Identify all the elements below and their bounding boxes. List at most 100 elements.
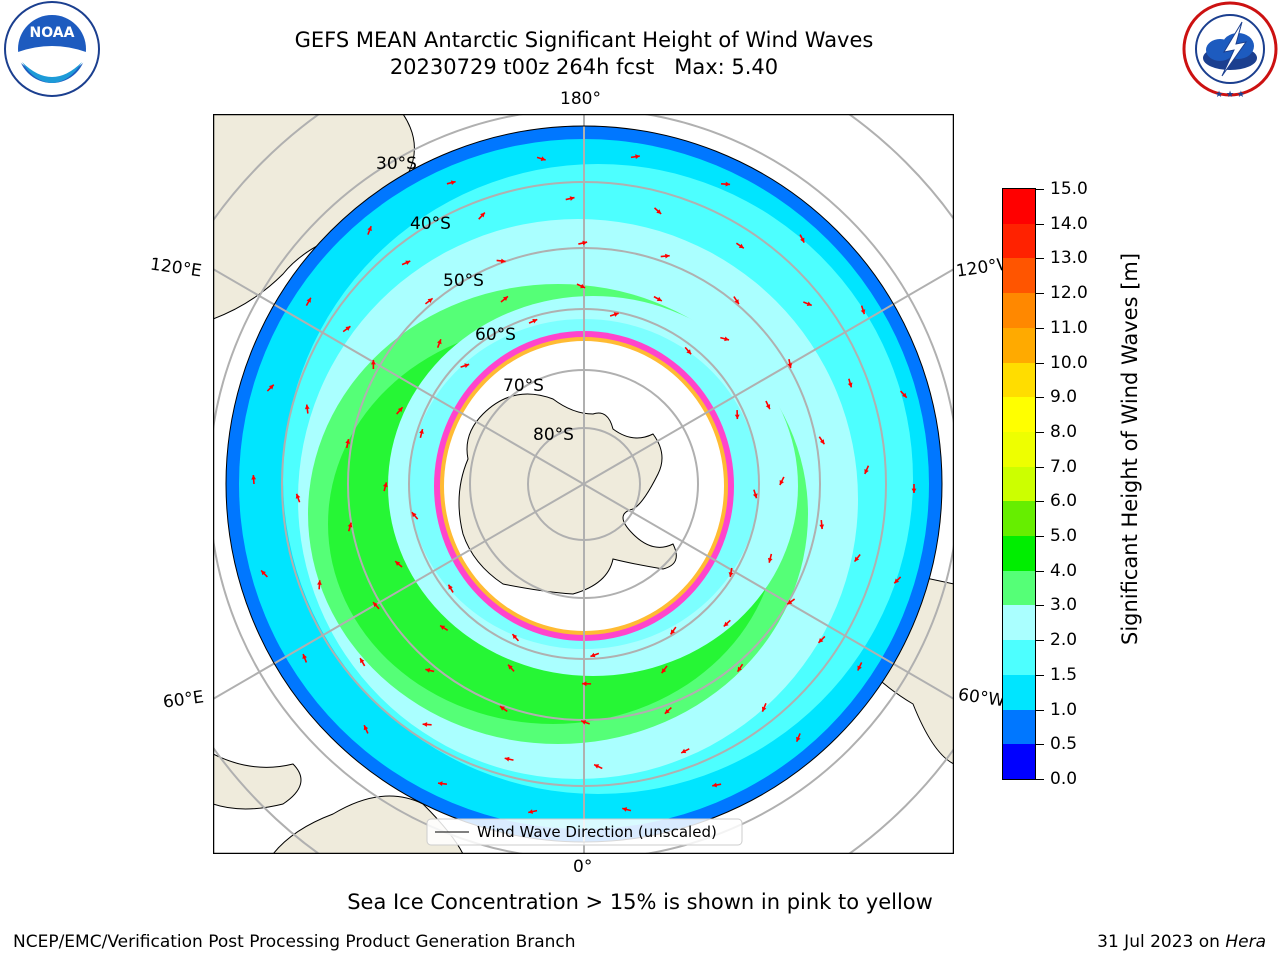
svg-text:★ ★ ★: ★ ★ ★ <box>1215 90 1245 100</box>
wave-direction-arrowhead <box>656 296 662 301</box>
colorbar-tick-label: 5.0 <box>1050 526 1078 547</box>
wave-direction-arrowhead <box>448 584 453 590</box>
colorbar-tick-label: 12.0 <box>1050 283 1088 304</box>
footer-host: Hera <box>1225 932 1266 952</box>
footer-date-text: 31 Jul 2023 on <box>1097 932 1226 952</box>
wave-direction-arrowhead <box>397 407 403 413</box>
wave-direction-arrowhead <box>787 599 793 605</box>
wave-direction-arrowhead <box>725 181 731 187</box>
wave-direction-arrowhead <box>800 237 805 243</box>
colorbar-tick-label: 4.0 <box>1050 560 1078 581</box>
colorbar-tick-label: 9.0 <box>1050 387 1078 408</box>
lat-label-70s: 70°S <box>503 376 544 396</box>
wave-direction-arrowhead <box>405 260 411 265</box>
wind-wave-direction-arrows <box>251 154 917 814</box>
colorbar-segment <box>1003 257 1035 294</box>
wave-direction-arrowhead <box>370 359 376 365</box>
lon-label-60e: 60°E <box>161 687 206 713</box>
wave-direction-arrowhead <box>860 309 866 315</box>
colorbar-segment <box>1003 189 1035 224</box>
colorbar-segment <box>1003 674 1035 710</box>
wave-direction-arrowhead <box>806 301 812 306</box>
colorbar-tick <box>1036 536 1044 538</box>
colorbar-tick <box>1036 640 1044 642</box>
footer-branch: NCEP/EMC/Verification Post Processing Pr… <box>13 932 576 952</box>
wave-direction-arrowhead <box>295 493 301 499</box>
wave-direction-arrowhead <box>911 488 917 493</box>
map-legend-label: Wind Wave Direction (unscaled) <box>477 823 717 841</box>
wave-direction-arrowhead <box>411 512 417 518</box>
wave-direction-arrowhead <box>761 706 767 712</box>
wave-direction-arrowhead <box>440 625 446 630</box>
wave-direction-arrowhead <box>347 522 353 528</box>
wave-direction-arrowhead <box>480 212 485 218</box>
lon-label-0: 0° <box>573 857 593 877</box>
wave-direction-arrowhead <box>847 382 853 388</box>
colorbar-segment <box>1003 327 1035 363</box>
wave-direction-arrowhead <box>367 226 372 232</box>
colorbar-tick-label: 2.0 <box>1050 630 1078 651</box>
lon-label-60w: 60°W <box>956 684 1006 712</box>
wave-direction-arrowhead <box>500 258 506 264</box>
wave-direction-arrowhead <box>382 482 388 488</box>
colorbar-tick-label: 14.0 <box>1050 213 1088 234</box>
wave-direction-arrowhead <box>345 326 351 331</box>
wave-direction-arrowhead <box>427 298 433 303</box>
colorbar-segment <box>1003 396 1035 432</box>
wave-direction-arrowhead <box>819 439 825 445</box>
wave-direction-arrowhead <box>422 722 428 727</box>
wave-direction-arrowhead <box>734 299 739 305</box>
noaa-logo: NOAA <box>0 0 104 100</box>
lon-label-120e: 120°E <box>148 254 203 282</box>
lon-label-180: 180° <box>560 89 601 109</box>
wave-direction-arrowhead <box>582 240 588 246</box>
colorbar-tick <box>1036 362 1044 364</box>
colorbar-tick-label: 13.0 <box>1050 248 1088 269</box>
colorbar-tick <box>1036 223 1044 225</box>
wave-direction-arrowhead <box>437 339 442 345</box>
colorbar-segment <box>1003 466 1035 502</box>
wave-direction-arrowhead <box>363 725 369 731</box>
colorbar-segment <box>1003 361 1035 398</box>
wave-direction-arrowhead <box>787 363 793 368</box>
wave-direction-arrowhead <box>464 363 470 368</box>
colorbar-tick <box>1036 779 1044 780</box>
wave-direction-arrowhead <box>590 652 596 658</box>
colorbar-tick <box>1036 674 1044 676</box>
wave-direction-arrowhead <box>508 664 513 670</box>
lat-label-80s: 80°S <box>533 425 574 445</box>
wave-direction-arrowhead <box>594 764 600 769</box>
wave-direction-arrowhead <box>656 209 662 214</box>
nws-logo: ★ ★ ★ <box>1176 0 1280 100</box>
footer-date: 31 Jul 2023 on Hera <box>1097 932 1266 952</box>
wave-direction-arrowhead <box>818 637 824 643</box>
wave-direction-arrowhead <box>360 658 365 664</box>
wave-direction-arrowhead <box>857 665 862 671</box>
graticule <box>213 114 954 854</box>
wave-direction-arrowhead <box>681 748 687 754</box>
wave-direction-arrowhead <box>582 681 587 687</box>
wave-direction-arrowhead <box>499 706 505 711</box>
wave-direction-arrowhead <box>532 319 538 324</box>
wave-direction-arrowhead <box>419 429 424 434</box>
wave-direction-arrowhead <box>819 524 825 530</box>
colorbar-tick <box>1036 327 1044 329</box>
colorbar-segment <box>1003 639 1035 675</box>
colorbar-tick-label: 15.0 <box>1050 179 1088 199</box>
wave-direction-arrowhead <box>304 404 310 410</box>
map-legend <box>426 818 743 846</box>
wave-direction-arrowhead <box>737 666 743 672</box>
wave-direction-arrowhead <box>779 479 784 485</box>
colorbar-tick <box>1036 258 1044 260</box>
colorbar-segment <box>1003 709 1035 745</box>
wave-direction-arrowhead <box>450 180 456 186</box>
colorbar-tick-label: 1.5 <box>1050 664 1078 685</box>
wave-direction-arrowhead <box>503 296 508 301</box>
colorbar-tick <box>1036 744 1044 746</box>
wave-direction-arrowhead <box>613 312 619 317</box>
chart-title: GEFS MEAN Antarctic Significant Height o… <box>294 28 874 52</box>
polar-map: 30°S 40°S 50°S 60°S 70°S 80°S Wind Wave … <box>212 113 955 855</box>
wave-direction-arrowhead <box>665 253 670 259</box>
wave-direction-arrowhead <box>425 668 431 673</box>
wave-direction-arrowhead <box>894 578 900 584</box>
